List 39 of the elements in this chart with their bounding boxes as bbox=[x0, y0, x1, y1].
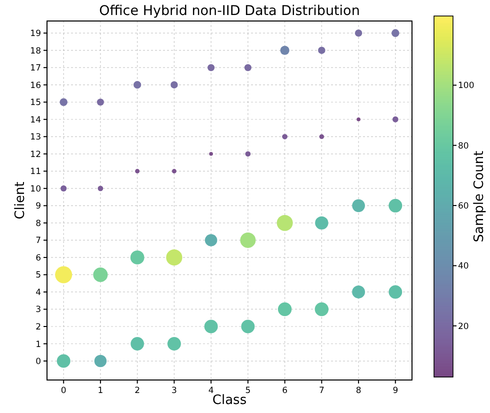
y-tick-label: 18 bbox=[30, 46, 41, 56]
chart-title: Office Hybrid non-IID Data Distribution bbox=[99, 3, 360, 19]
y-tick-label: 9 bbox=[36, 202, 41, 212]
x-tick-label: 0 bbox=[60, 386, 66, 396]
color-bar-label: 80 bbox=[458, 141, 469, 152]
y-tick-label: 2 bbox=[36, 322, 41, 332]
y-axis-title: Client bbox=[13, 182, 28, 220]
color-bar-label: 40 bbox=[458, 262, 469, 272]
y-tick-label: 8 bbox=[36, 218, 41, 229]
x-tick-label: 7 bbox=[318, 386, 324, 396]
y-tick-label: 16 bbox=[30, 80, 41, 91]
y-tick-label: 11 bbox=[30, 167, 41, 178]
color-bar-title: Sample Count bbox=[472, 150, 487, 242]
y-tick-label: 12 bbox=[30, 150, 41, 160]
x-tick-label: 4 bbox=[208, 386, 214, 396]
y-tick-label: 7 bbox=[36, 236, 41, 246]
y-tick-label: 3 bbox=[36, 305, 41, 316]
color-bar-label: 100 bbox=[458, 81, 474, 92]
x-tick-label: 6 bbox=[282, 386, 288, 396]
y-tick-label: 13 bbox=[30, 132, 41, 143]
y-tick-label: 15 bbox=[30, 98, 41, 108]
x-tick-label: 2 bbox=[134, 386, 140, 396]
color-bar-label: 20 bbox=[458, 322, 469, 332]
y-tick-label: 4 bbox=[36, 288, 41, 298]
x-axis-title: Class bbox=[212, 393, 247, 408]
y-tick-label: 17 bbox=[30, 64, 41, 74]
y-tick-label: 10 bbox=[30, 184, 41, 194]
y-tick-label: 5 bbox=[36, 270, 41, 281]
x-tick-label: 3 bbox=[171, 386, 177, 396]
x-tick-label: 8 bbox=[356, 386, 362, 396]
y-tick-label: 14 bbox=[30, 115, 41, 126]
x-tick-label: 1 bbox=[98, 386, 104, 396]
x-tick-label: 5 bbox=[245, 386, 251, 396]
y-tick-label: 6 bbox=[36, 253, 41, 264]
y-tick-label: 0 bbox=[36, 357, 41, 368]
x-tick-label: 9 bbox=[392, 386, 398, 396]
y-tick-label: 1 bbox=[36, 340, 41, 350]
y-tick-label: 19 bbox=[30, 29, 41, 40]
color-bar-label: 60 bbox=[458, 202, 469, 212]
